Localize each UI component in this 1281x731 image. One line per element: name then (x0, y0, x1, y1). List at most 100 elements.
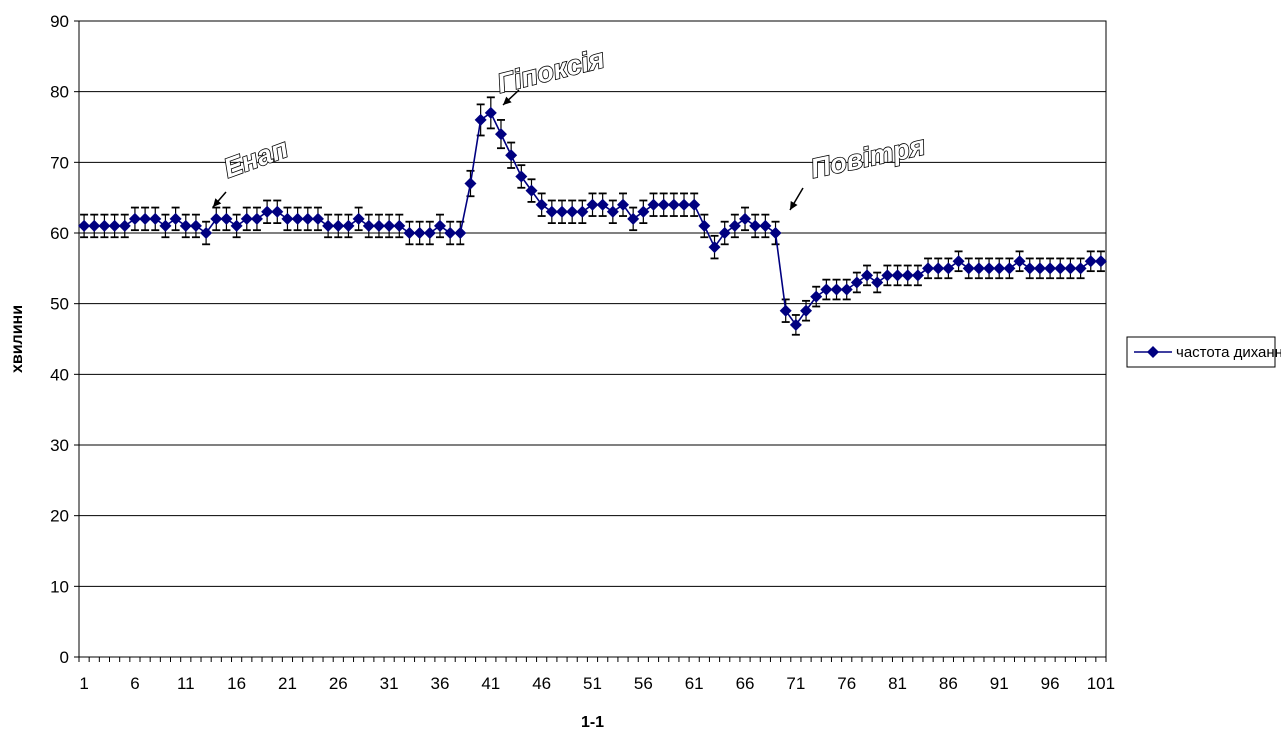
data-point (149, 212, 162, 225)
data-point (647, 198, 660, 211)
data-point (861, 269, 874, 282)
annotation-label: Гіпоксія (494, 43, 607, 99)
data-point (413, 227, 426, 239)
data-point (250, 212, 263, 225)
data-point (678, 198, 691, 211)
arrow-head-icon (790, 201, 798, 210)
data-point (942, 262, 955, 275)
arrow-head-icon (213, 198, 222, 207)
x-tick-label: 71 (786, 674, 805, 693)
data-point (688, 198, 701, 211)
data-point (484, 106, 497, 119)
data-point (78, 219, 91, 232)
data-point (1094, 255, 1107, 268)
data-point (596, 198, 609, 211)
data-point (342, 219, 355, 232)
data-point (271, 205, 284, 218)
annotations: Енап Гіпоксія Повітря (212, 42, 929, 211)
x-tick-label: 96 (1041, 674, 1060, 693)
data-point (922, 262, 935, 275)
data-point (718, 227, 731, 239)
data-point (993, 262, 1006, 275)
x-tick-label: 51 (583, 674, 602, 693)
data-point (1013, 255, 1026, 268)
data-point (433, 219, 446, 232)
x-tick-label: 81 (888, 674, 907, 693)
data-point (1074, 262, 1087, 275)
data-point (1054, 262, 1067, 275)
data-point (281, 212, 294, 225)
data-point (444, 227, 457, 239)
data-point (983, 262, 996, 275)
data-point (667, 198, 680, 211)
data-point (972, 262, 985, 275)
annotation-label: Енап (220, 133, 293, 184)
legend-label: частота дихання (1176, 344, 1281, 361)
x-tick-label: 61 (685, 674, 704, 693)
x-tick-label: 36 (431, 674, 450, 693)
data-point (139, 212, 152, 225)
data-point (393, 219, 406, 232)
data-point (189, 219, 202, 232)
y-tick-label: 10 (50, 577, 69, 596)
annotation: Енап (212, 132, 293, 208)
data-point (739, 212, 752, 225)
data-point (840, 283, 853, 296)
data-point (810, 290, 823, 303)
data-point (505, 149, 518, 162)
data-point (403, 227, 416, 239)
data-point (1003, 262, 1016, 275)
x-tick-label: 6 (130, 674, 139, 693)
error-bars (80, 96, 1105, 336)
data-point (759, 219, 772, 232)
x-tick-label: 1 (79, 674, 88, 693)
y-tick-label: 90 (50, 12, 69, 31)
data-point (698, 219, 711, 232)
data-point (240, 212, 253, 225)
legend: частота дихання (1126, 336, 1281, 368)
x-tick-label: 86 (939, 674, 958, 693)
data-point (728, 219, 741, 232)
data-point (586, 198, 599, 211)
x-tick-label: 56 (634, 674, 653, 693)
data-point (952, 255, 965, 268)
x-axis-title: 1-1 (581, 714, 604, 731)
data-point (535, 198, 548, 211)
data-point (576, 205, 589, 218)
data-point (606, 205, 619, 218)
annotation: Повітря (789, 130, 929, 211)
data-point (769, 227, 782, 239)
data-point (789, 318, 802, 331)
data-point (901, 269, 914, 282)
data-point (749, 219, 762, 232)
y-axis-title: хвилини (9, 305, 26, 373)
x-tick-label: 76 (837, 674, 856, 693)
y-tick-label: 30 (50, 436, 69, 455)
data-point (352, 212, 365, 225)
data-point (881, 269, 894, 282)
y-axis: 0 10 20 30 40 50 60 70 80 90 (50, 12, 79, 667)
data-point (820, 283, 833, 296)
x-tick-label: 91 (990, 674, 1009, 693)
data-point (200, 227, 213, 239)
data-point (555, 205, 568, 218)
data-point (210, 212, 223, 225)
x-tick-label: 16 (227, 674, 246, 693)
gridlines (79, 91, 1106, 587)
x-tick-label: 11 (177, 674, 195, 693)
y-tick-label: 50 (50, 295, 69, 314)
data-point (261, 205, 274, 218)
data-point (962, 262, 975, 275)
data-point (708, 241, 721, 254)
data-point (291, 212, 304, 225)
x-tick-label: 46 (532, 674, 551, 693)
data-point (545, 205, 558, 218)
data-point (800, 304, 813, 317)
data-point (179, 219, 192, 232)
data-point (362, 219, 375, 232)
data-point (891, 269, 904, 282)
data-point (911, 269, 924, 282)
data-point (220, 212, 233, 225)
x-tick-label: 66 (736, 674, 755, 693)
